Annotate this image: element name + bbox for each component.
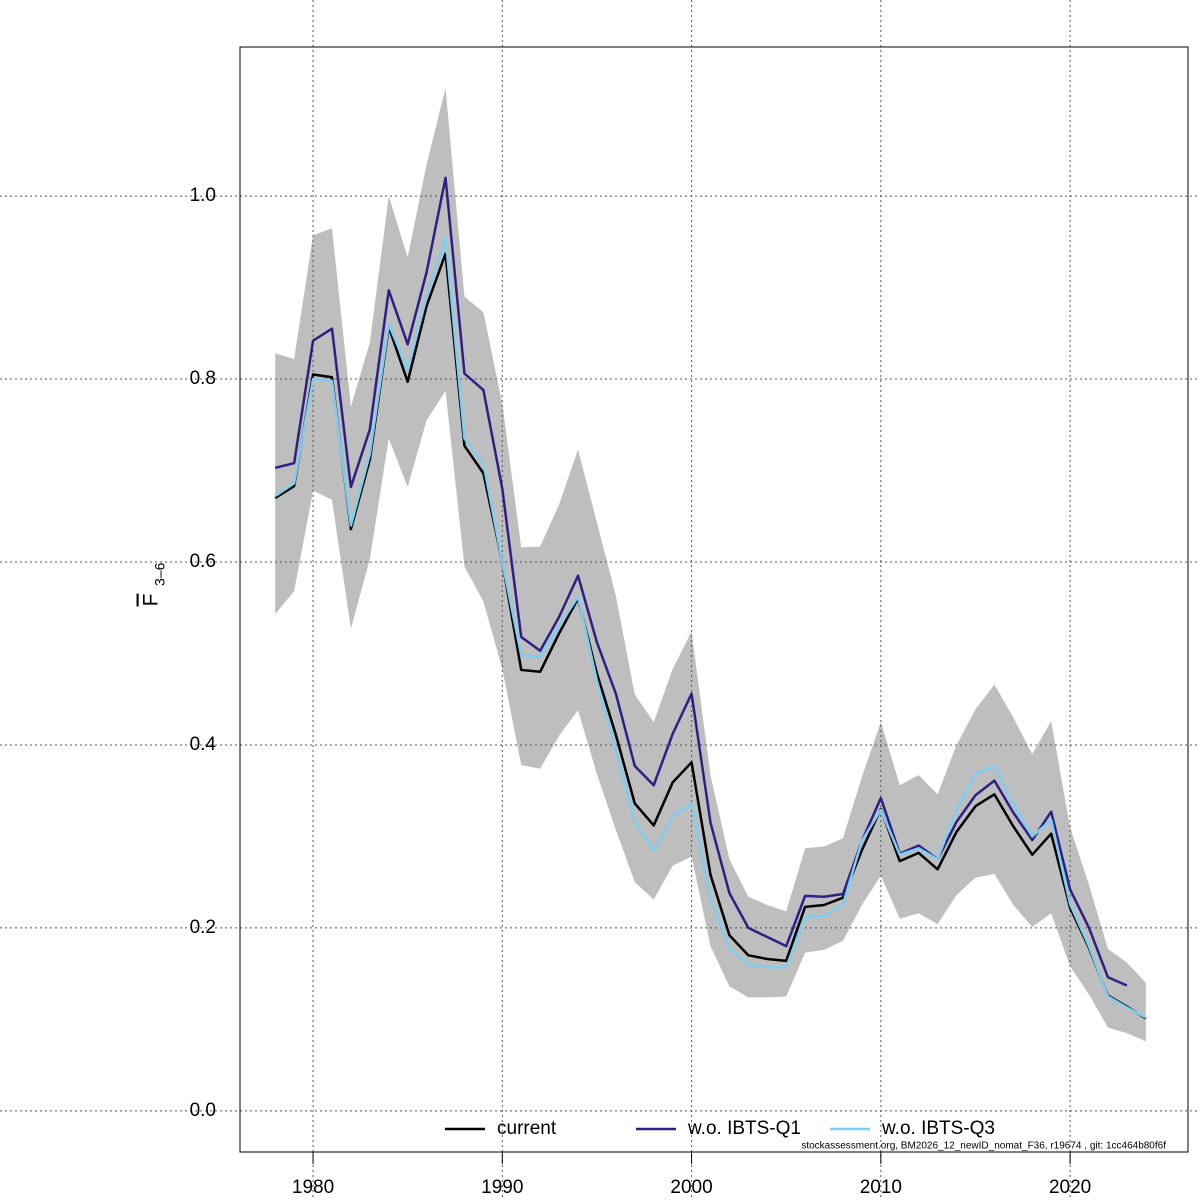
legend-label: w.o. IBTS-Q1: [687, 1118, 801, 1139]
y-tick-label: 1.0: [190, 185, 216, 206]
y-label: F: [140, 594, 163, 607]
y-tick-label: 0.8: [190, 368, 216, 389]
y-tick-label: 0.2: [190, 917, 216, 938]
footnote: stockassessment.org, BM2026_12_newID_nom…: [801, 1141, 1166, 1152]
y-label-subscript: 3–6: [152, 562, 168, 586]
series-line: [274, 176, 1128, 987]
x-tick-label: 2020: [1049, 1177, 1091, 1198]
series-line: [274, 236, 1147, 1019]
x-tick-label: 2000: [670, 1177, 712, 1198]
x-tick-label: 1990: [481, 1177, 523, 1198]
series-line: [274, 252, 1147, 1020]
x-tick-label: 2010: [860, 1177, 902, 1198]
y-tick-label: 0.4: [190, 734, 217, 755]
legend-label: current: [497, 1118, 557, 1139]
y-tick-label: 0.6: [190, 551, 216, 572]
confidence-band: [275, 88, 1146, 1042]
y-tick-label: 0.0: [190, 1100, 216, 1121]
plot-frame: [239, 46, 1189, 1153]
legend-label: w.o. IBTS-Q3: [881, 1118, 995, 1139]
x-tick-label: 1980: [292, 1177, 334, 1198]
y-axis-title: F 3–6: [140, 562, 168, 606]
